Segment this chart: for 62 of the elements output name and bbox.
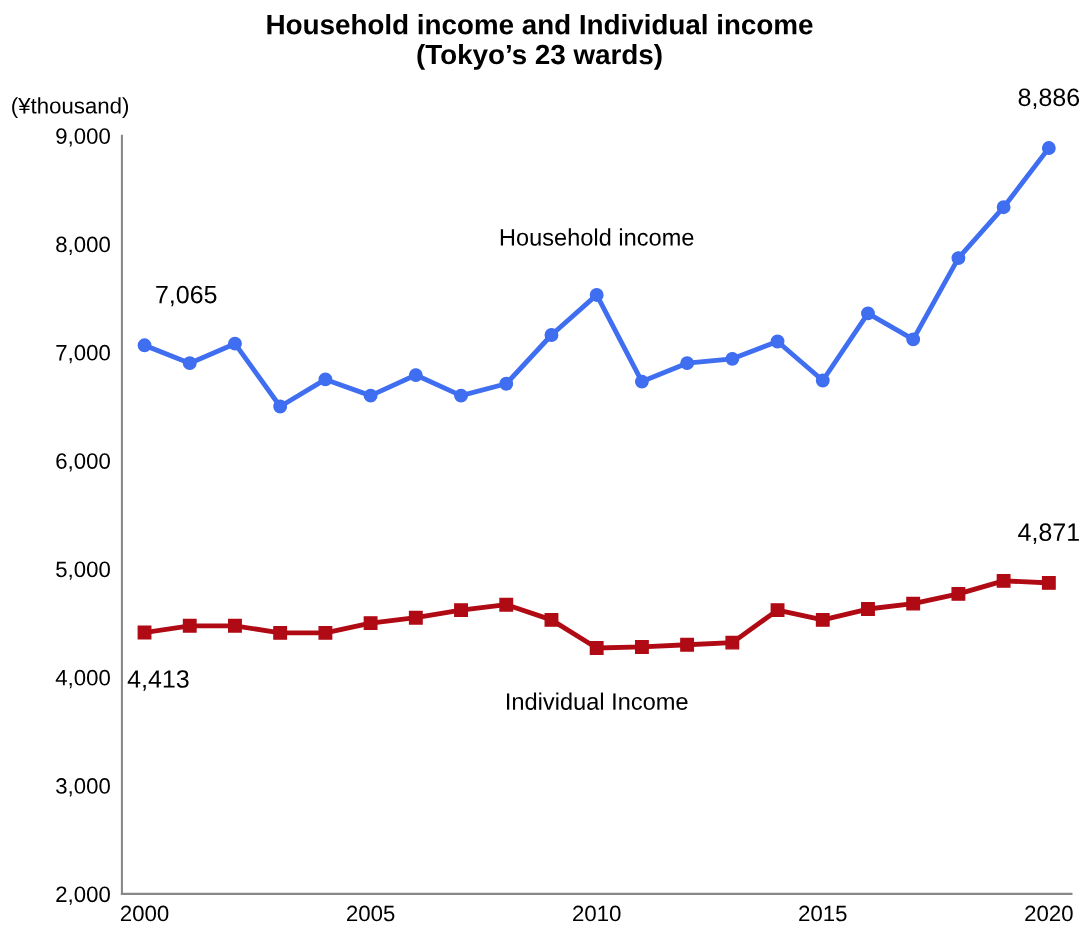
point (589, 287, 604, 302)
data-label: 8,886 (1018, 88, 1079, 110)
point (906, 596, 921, 611)
y-axis-title: (¥thousand) (12, 97, 129, 118)
x-tick-label: 2000 (120, 905, 169, 922)
y-tick-label: 7,000 (56, 344, 110, 364)
point (454, 388, 468, 403)
point (770, 603, 785, 618)
point (680, 356, 695, 371)
point (318, 372, 333, 387)
y-tick-label: 5,000 (56, 561, 110, 580)
point (363, 616, 378, 631)
point (680, 637, 695, 652)
x-tick-label: 2005 (347, 905, 395, 922)
point (182, 618, 197, 633)
point (273, 399, 288, 414)
point (906, 332, 921, 347)
point (815, 612, 830, 627)
point (363, 388, 378, 403)
y-tick-label: 8,000 (56, 236, 110, 255)
point (815, 373, 830, 388)
point (1041, 141, 1056, 156)
x-tick-label: 2020 (1025, 905, 1073, 922)
point (137, 338, 152, 353)
x-tick-label: 2010 (573, 905, 621, 922)
data-label: 4,871 (1018, 523, 1079, 544)
point (499, 597, 514, 612)
data-label: 4,413 (127, 670, 189, 691)
point (408, 610, 423, 625)
point (996, 573, 1011, 588)
point (725, 635, 740, 650)
point (634, 639, 649, 654)
point (544, 612, 559, 627)
y-tick-label: 4,000 (55, 669, 110, 689)
point (589, 641, 604, 655)
point (273, 625, 288, 640)
point (725, 351, 740, 366)
point (318, 625, 333, 640)
point (634, 374, 649, 389)
point (228, 336, 242, 351)
point (951, 251, 966, 266)
point (1041, 575, 1056, 590)
point (861, 602, 875, 616)
y-tick-label: 6,000 (56, 453, 110, 472)
series-label: Individual Income (507, 692, 688, 710)
point (408, 368, 423, 383)
point (228, 618, 242, 633)
point (996, 200, 1011, 215)
x-tick-label: 2015 (799, 905, 847, 922)
point (182, 356, 197, 371)
point (861, 306, 875, 321)
y-tick-label: 2,000 (56, 886, 110, 905)
point (544, 328, 559, 342)
y-tick-label: 3,000 (56, 778, 110, 797)
data-label: 7,065 (156, 285, 217, 307)
point (499, 376, 514, 391)
point (454, 603, 468, 618)
y-tick-label: 9,000 (56, 128, 110, 147)
chart-title: Household income and Individual income (Tokyo’s 23 wards) (267, 14, 813, 70)
text: Household income (500, 228, 694, 246)
point (770, 334, 785, 349)
point (951, 586, 966, 601)
